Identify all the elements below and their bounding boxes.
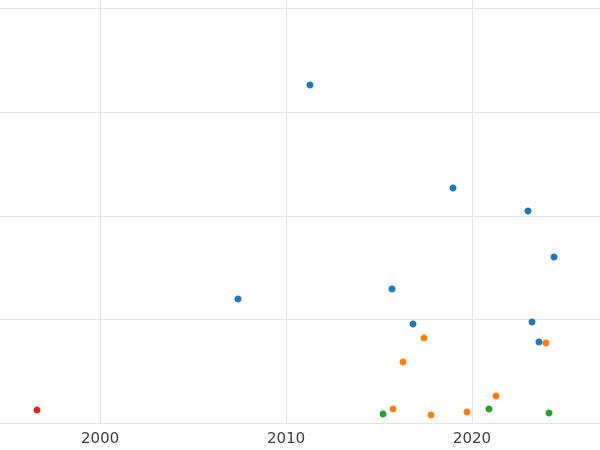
x-tick-label: 2010 [267, 429, 306, 447]
horizontal-gridline [0, 319, 600, 321]
data-point-series_blue [550, 253, 558, 261]
data-point-series_blue [234, 295, 242, 303]
data-point-series_orange [427, 411, 435, 419]
data-point-series_blue [535, 338, 543, 346]
data-point-series_orange [492, 392, 500, 400]
data-point-series_orange [389, 405, 397, 412]
data-point-series_orange [420, 334, 428, 342]
vertical-gridline [100, 0, 102, 423]
data-point-series_orange [463, 408, 470, 416]
vertical-gridline [286, 0, 288, 423]
data-point-series_orange [399, 358, 407, 366]
horizontal-gridline [0, 215, 600, 217]
data-point-series_blue [528, 318, 536, 326]
data-point-series_blue [388, 285, 396, 293]
horizontal-gridline [0, 423, 600, 424]
plot-area [0, 0, 600, 424]
data-point-series_blue [306, 81, 314, 89]
data-point-series_green [485, 405, 493, 412]
data-point-series_blue [524, 207, 532, 214]
horizontal-gridline [0, 8, 600, 10]
data-point-series_blue [449, 184, 457, 192]
x-tick-label: 2020 [452, 429, 492, 447]
data-point-series_green [545, 409, 553, 417]
data-point-series_green [379, 410, 387, 418]
data-point-series_blue [409, 320, 416, 327]
vertical-gridline [472, 0, 473, 423]
horizontal-gridline [0, 112, 600, 113]
x-tick-label: 2000 [81, 429, 120, 447]
data-point-series_orange [542, 339, 549, 347]
data-point-series_red [33, 406, 41, 413]
